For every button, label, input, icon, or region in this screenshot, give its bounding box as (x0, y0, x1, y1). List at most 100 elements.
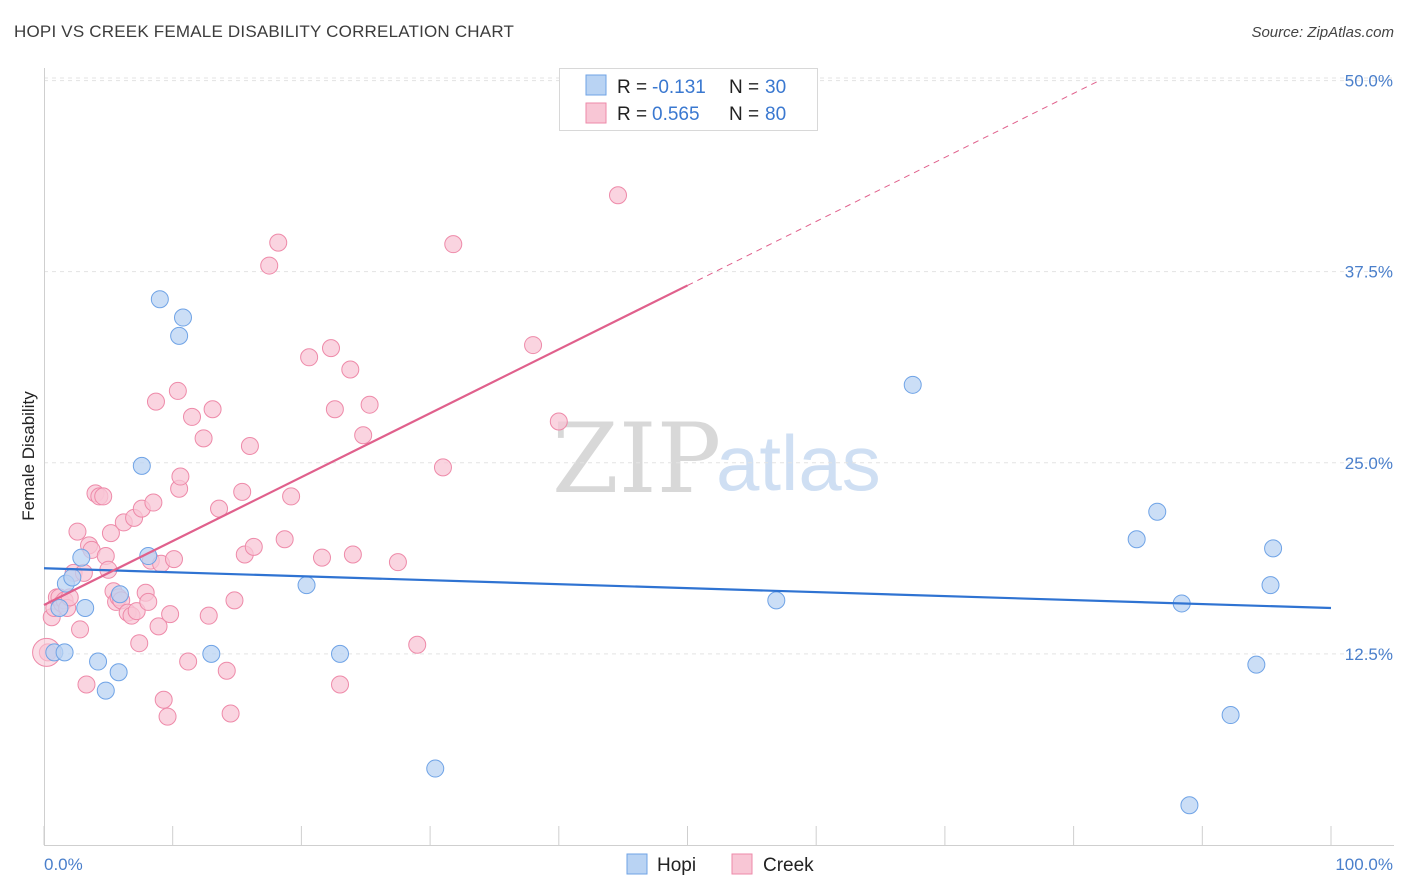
creek-point (325, 400, 344, 419)
creek-point (388, 553, 407, 572)
legend-n-label-hopi: N = (729, 77, 759, 98)
gridlines (44, 77, 1394, 655)
hopi-point (1127, 530, 1146, 549)
creek-point (199, 606, 218, 625)
bottom-legend-swatch-creek (731, 853, 753, 875)
creek-point (221, 704, 240, 723)
bottom-legend-swatch-hopi (626, 853, 648, 875)
x-tick-label-min: 0.0% (44, 855, 83, 874)
x-ticks (43, 826, 1332, 845)
creek-point (130, 634, 149, 653)
legend-swatch-hopi (585, 74, 607, 96)
legend-r-label-creek: R = (617, 104, 647, 125)
y-tick-labels: 12.5% 25.0% 37.5% 50.0% (1345, 72, 1393, 664)
creek-point (312, 548, 331, 567)
hopi-trend-line (43, 567, 1332, 610)
legend-n-value-creek: 80 (765, 104, 786, 125)
y-tick-label: 12.5% (1345, 645, 1393, 664)
hopi-point (297, 576, 316, 595)
hopi-points (45, 290, 1283, 815)
hopi-point (110, 585, 129, 604)
hopi-point (72, 548, 91, 567)
creek-point (433, 458, 452, 477)
creek-point (233, 482, 252, 501)
hopi-point (1261, 576, 1280, 595)
creek-point (341, 360, 360, 379)
hopi-point (1180, 796, 1199, 815)
hopi-point (76, 599, 95, 618)
hopi-point (170, 326, 189, 345)
hopi-point (331, 644, 350, 663)
hopi-point (63, 568, 82, 587)
creek-points (32, 186, 628, 726)
hopi-point (202, 644, 221, 663)
hopi-point (767, 591, 786, 610)
creek-point (71, 620, 90, 639)
creek-point (94, 487, 113, 506)
bottom-legend-label-creek: Creek (763, 855, 814, 876)
creek-point (77, 675, 96, 694)
creek-point (179, 652, 198, 671)
hopi-point (1247, 655, 1266, 674)
creek-point (408, 635, 427, 654)
hopi-point (89, 652, 108, 671)
legend-r-label-hopi: R = (617, 77, 647, 98)
bottom-legend-label-hopi: Hopi (657, 855, 696, 876)
creek-point (144, 493, 163, 512)
source-credit: Source: ZipAtlas.com (1251, 24, 1394, 41)
creek-point (164, 550, 183, 569)
creek-point (343, 545, 362, 564)
y-tick-label: 37.5% (1345, 263, 1393, 282)
creek-point (240, 436, 259, 455)
legend-r-value-creek: 0.565 (652, 104, 700, 125)
legend-n-value-hopi: 30 (765, 77, 786, 98)
creek-point (194, 429, 213, 448)
hopi-point (1148, 502, 1167, 521)
creek-point (269, 233, 288, 252)
y-tick-label: 25.0% (1345, 454, 1393, 473)
creek-point (168, 381, 187, 400)
creek-point (282, 487, 301, 506)
hopi-point (109, 663, 128, 682)
creek-point (524, 336, 543, 355)
y-axis-label: Female Disability (19, 391, 38, 521)
hopi-point (132, 456, 151, 475)
legend-n-label-creek: N = (729, 104, 759, 125)
legend-swatch-creek (585, 102, 607, 124)
hopi-point (426, 759, 445, 778)
creek-point (217, 661, 236, 680)
creek-point (68, 522, 87, 541)
axes (44, 68, 1394, 846)
creek-point (158, 707, 177, 726)
hopi-point (55, 643, 74, 662)
creek-point (331, 675, 350, 694)
hopi-point (1221, 706, 1240, 725)
creek-point (154, 690, 173, 709)
creek-point (244, 537, 263, 556)
hopi-point (50, 599, 69, 618)
creek-point (225, 591, 244, 610)
creek-point (101, 524, 120, 543)
creek-point (139, 592, 158, 611)
trend-lines (43, 80, 1332, 610)
x-tick-label-max: 100.0% (1335, 855, 1393, 874)
creek-point (171, 467, 190, 486)
stats-legend: R = -0.131 N = 30 R = 0.565 N = 80 (559, 68, 818, 131)
y-tick-label: 50.0% (1345, 72, 1393, 91)
creek-point (149, 617, 168, 636)
creek-point (322, 339, 341, 358)
legend-r-value-hopi: -0.131 (652, 77, 706, 98)
creek-point (360, 395, 379, 414)
creek-point (161, 605, 180, 624)
creek-point (146, 392, 165, 411)
creek-point (183, 407, 202, 426)
hopi-point (173, 308, 192, 327)
creek-point (300, 348, 319, 367)
creek-point (260, 256, 279, 275)
creek-point (444, 235, 463, 254)
hopi-point (1264, 539, 1283, 558)
hopi-point (903, 375, 922, 394)
creek-point (609, 186, 628, 205)
creek-point (203, 400, 222, 419)
